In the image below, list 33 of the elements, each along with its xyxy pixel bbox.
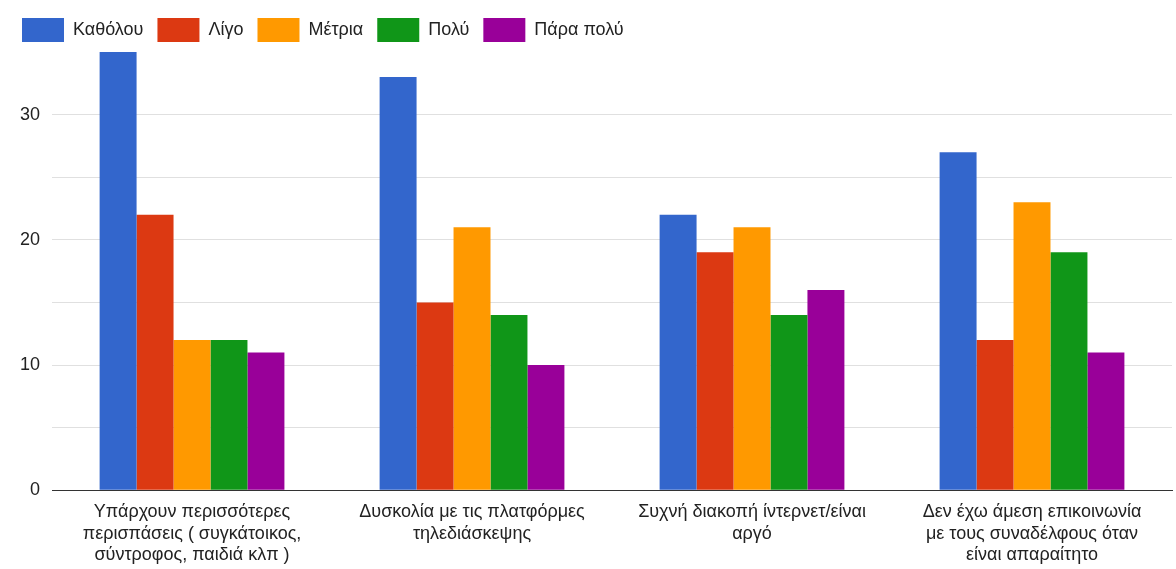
bar: [247, 352, 285, 490]
bar: [939, 152, 977, 490]
y-tick-label: 0: [30, 479, 41, 500]
bar: [416, 302, 454, 490]
x-tick-label: Δυσκολία με τις πλατφόρμες τηλεδιάσκεψης: [359, 500, 586, 543]
y-tick-label: 10: [19, 353, 41, 374]
legend-label: Πολύ: [428, 18, 470, 39]
legend-label: Καθόλου: [73, 18, 144, 39]
bar: [807, 289, 845, 490]
bar: [696, 252, 734, 490]
bar: [976, 339, 1014, 490]
bar: [136, 214, 174, 490]
y-tick-label: 20: [19, 228, 41, 249]
bar: [659, 214, 697, 490]
bar: [490, 314, 528, 490]
y-tick-label: 30: [19, 103, 41, 124]
bar: [173, 339, 211, 490]
legend-label: Πάρα πολύ: [534, 18, 624, 39]
legend-label: Μέτρια: [308, 18, 364, 39]
bar: [1050, 252, 1088, 490]
legend-label: Λίγο: [208, 18, 244, 39]
bar: [527, 365, 565, 490]
bar: [1013, 202, 1051, 490]
x-tick-label: Δεν έχω άμεση επικοινωνία με τους συναδέλφους όταν είναι απαραίτητο: [922, 500, 1142, 565]
x-tick-label: Υπάρχουν περισσότερες περισπάσεις ( συγκάτοικος, σύντροφος, παιδιά κλπ ): [82, 500, 302, 565]
bar: [770, 314, 808, 490]
bar: [733, 227, 771, 490]
bar: [453, 227, 491, 490]
bar: [210, 339, 248, 490]
bar: [379, 77, 417, 490]
bar: [1087, 352, 1125, 490]
x-tick-label: Συχνή διακοπή ίντερνετ/είναι αργό: [638, 500, 866, 543]
bar: [99, 52, 137, 490]
